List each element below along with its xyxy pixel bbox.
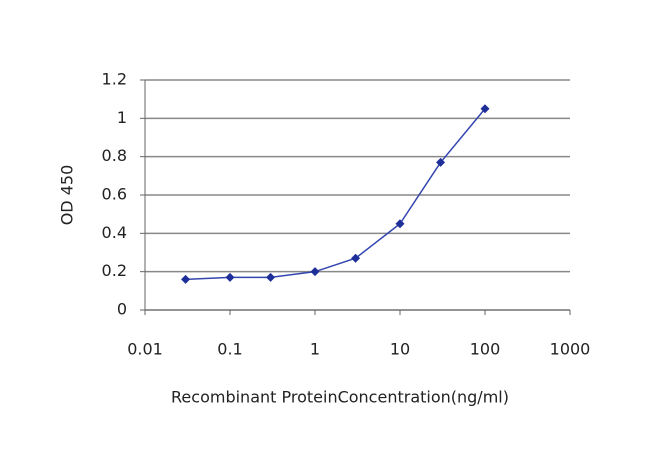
y-tick-label: 0.4 — [102, 223, 127, 242]
y-tick-label: 0.2 — [102, 261, 127, 280]
x-tick-label: 1000 — [550, 340, 591, 359]
data-point — [395, 219, 405, 229]
y-tick-label: 1.2 — [102, 70, 127, 89]
x-tick-label: 0.01 — [127, 340, 163, 359]
x-axis-label: Recombinant ProteinConcentration(ng/ml) — [171, 388, 509, 407]
data-point — [181, 274, 191, 284]
x-tick-label: 0.1 — [217, 340, 242, 359]
data-point — [225, 272, 235, 282]
data-point — [480, 104, 490, 114]
data-point — [310, 267, 320, 277]
y-tick-label: 0 — [117, 300, 127, 319]
y-tick-label: 0.6 — [102, 185, 127, 204]
data-point — [266, 272, 276, 282]
data-point — [351, 253, 361, 263]
y-tick-label: 1 — [117, 108, 127, 127]
x-tick-label: 10 — [390, 340, 410, 359]
y-tick-label: 0.8 — [102, 146, 127, 165]
x-tick-label: 1 — [310, 340, 320, 359]
data-line — [185, 108, 486, 281]
x-tick-label: 100 — [470, 340, 501, 359]
data-point — [436, 157, 446, 167]
y-axis-label: OD 450 — [58, 165, 77, 226]
